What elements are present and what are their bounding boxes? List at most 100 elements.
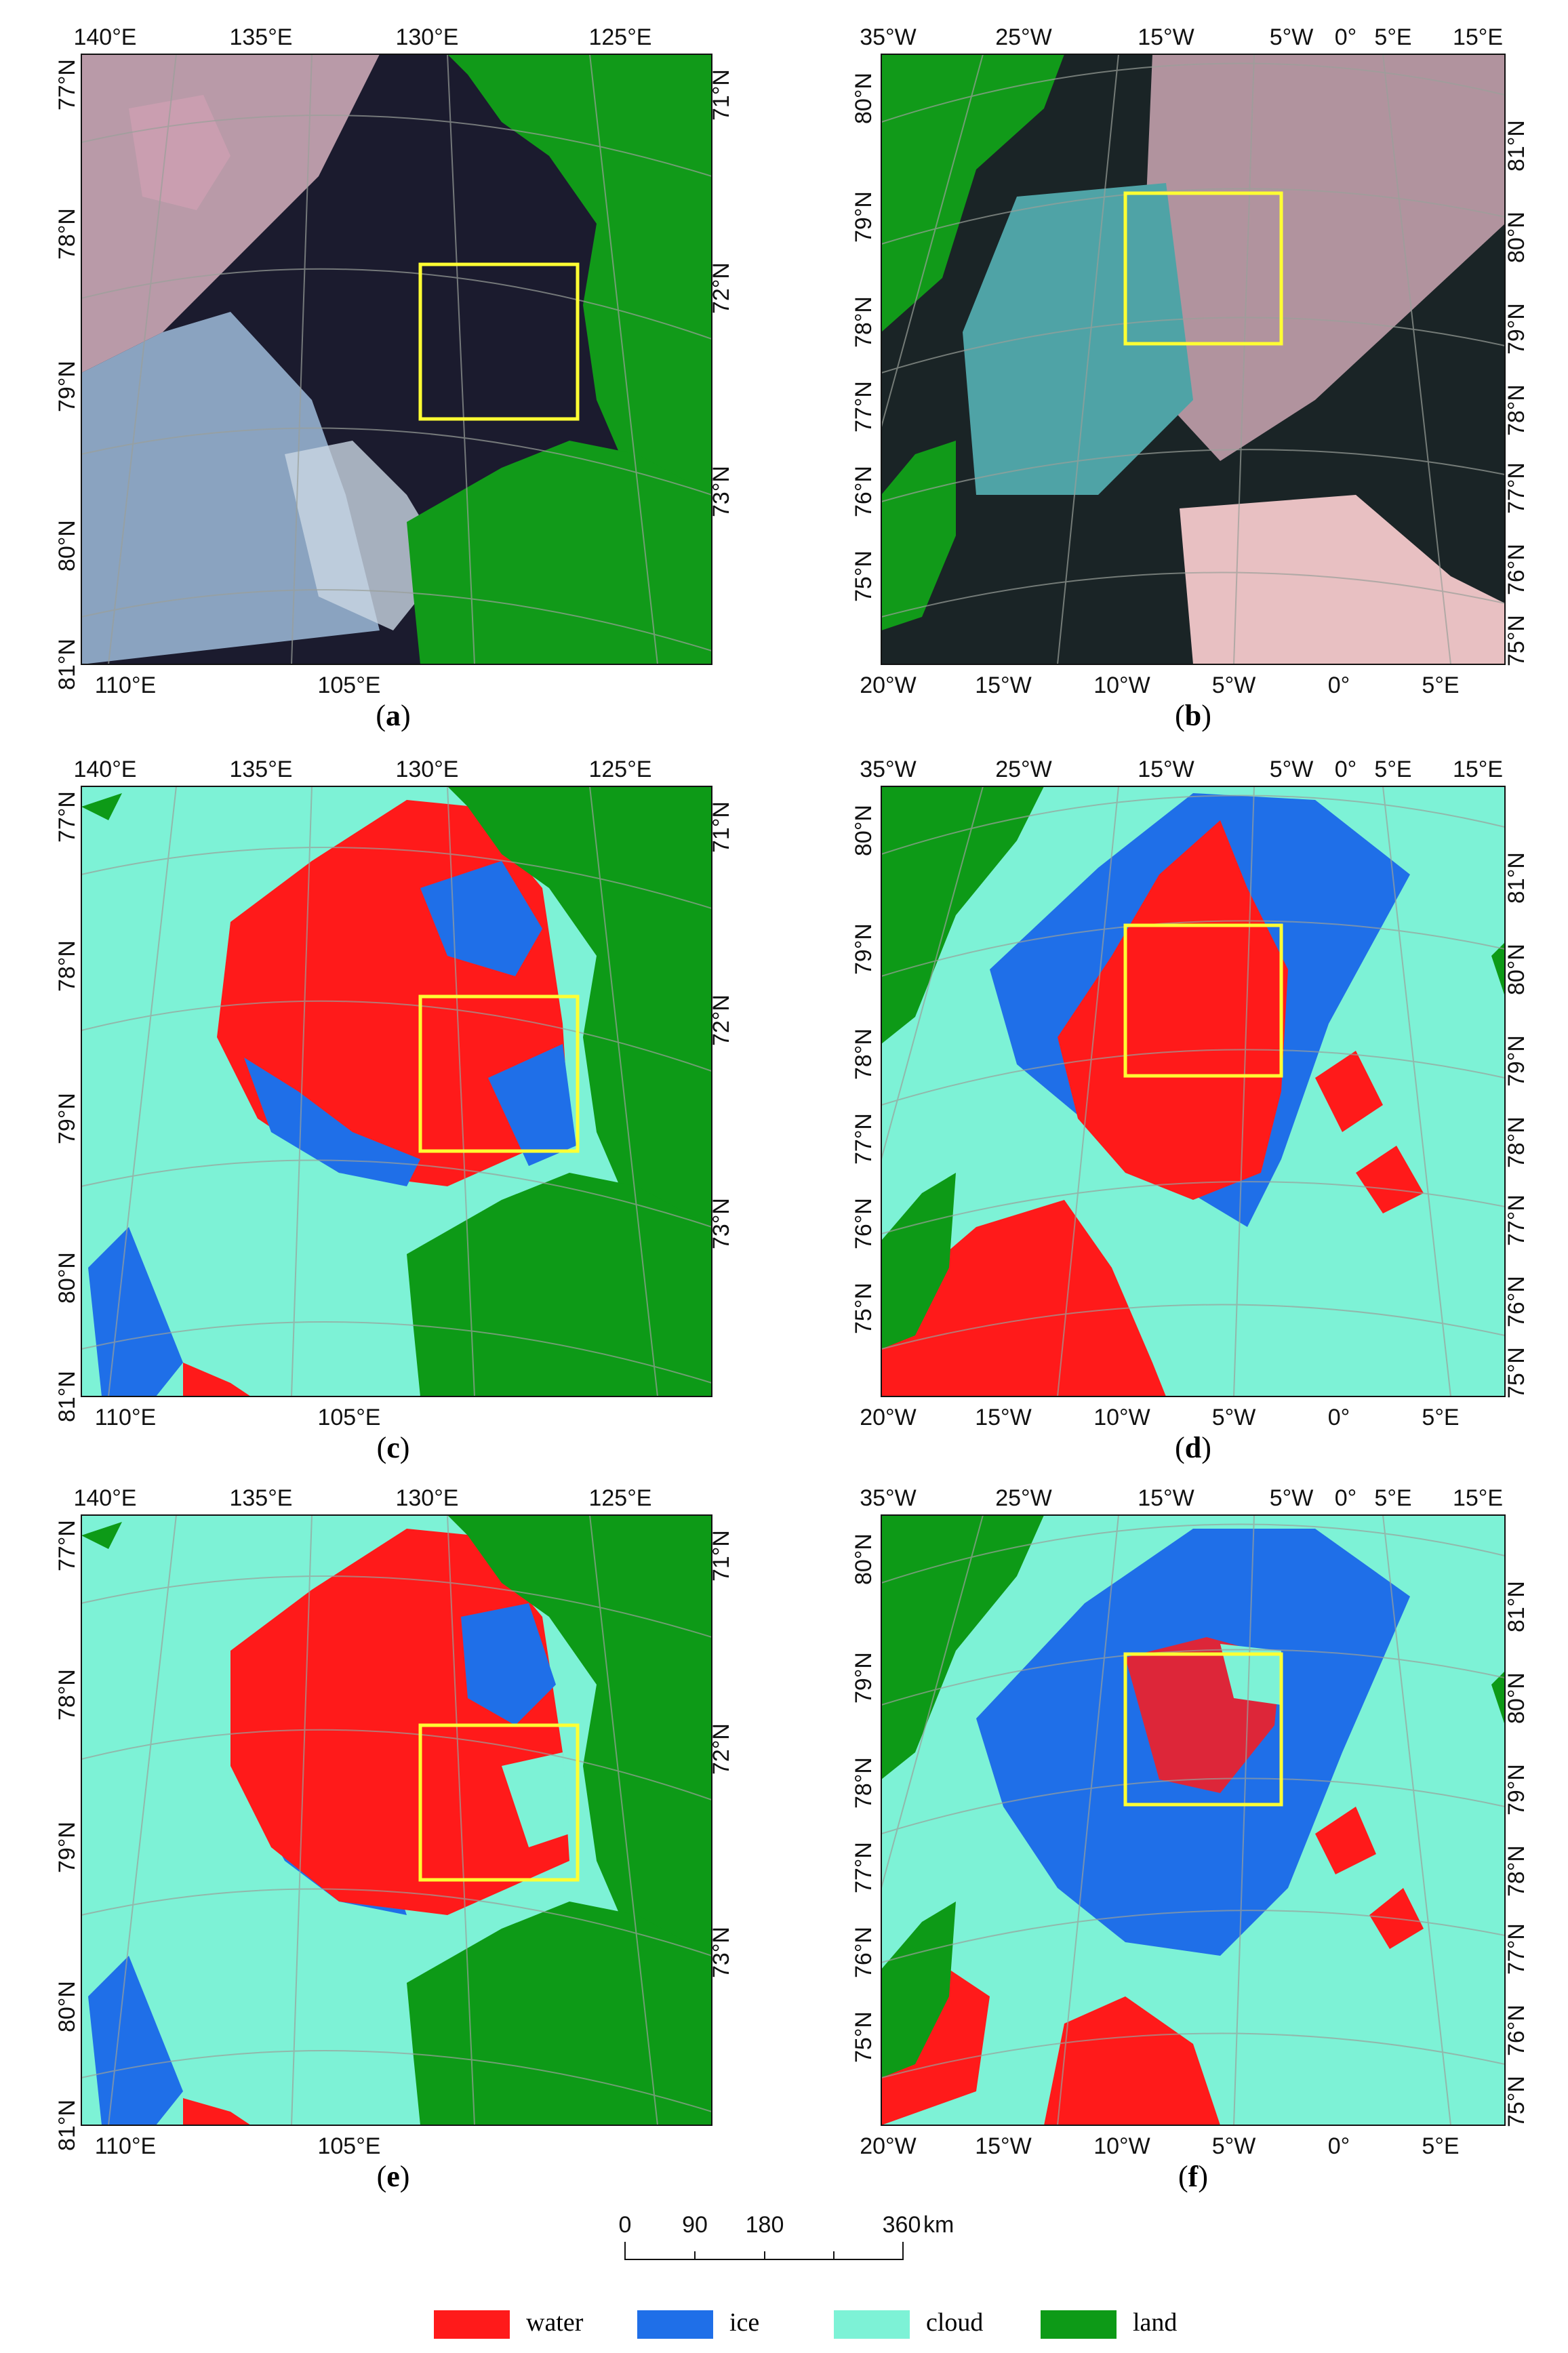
map-b-svg: 35°W 25°W 15°W 5°W 0° 5°E 15°E 20°W 15°W… bbox=[851, 24, 1529, 698]
top-tick: 130°E bbox=[395, 757, 458, 782]
map-panel-f: 35°W 25°W 15°W 5°W 0° 5°E 15°E 20°W 15°W… bbox=[841, 1481, 1529, 2213]
map-panel-e: 140°E 135°E 130°E 125°E 110°E 105°E 77°N… bbox=[27, 1481, 734, 2213]
left-tick: 77°N bbox=[54, 1520, 80, 1571]
left-tick: 79°N bbox=[851, 191, 877, 243]
bottom-tick: 110°E bbox=[95, 1405, 156, 1430]
legend-swatch-cloud bbox=[834, 2310, 910, 2339]
legend-label: land bbox=[1133, 2308, 1178, 2337]
top-tick: 130°E bbox=[395, 24, 458, 50]
top-tick: 35°W bbox=[860, 1485, 917, 1511]
top-tick: 0° bbox=[1335, 1485, 1357, 1511]
top-tick: 5°W bbox=[1270, 24, 1314, 50]
bottom-tick: 110°E bbox=[95, 672, 156, 698]
left-tick: 81°N bbox=[54, 1371, 80, 1422]
right-tick: 71°N bbox=[708, 69, 734, 121]
top-tick: 140°E bbox=[73, 1485, 136, 1511]
bottom-tick: 5°W bbox=[1212, 1405, 1256, 1430]
right-tick: 81°N bbox=[1504, 120, 1529, 172]
bottom-tick: 15°W bbox=[975, 2133, 1032, 2159]
map-panel-d: 35°W 25°W 15°W 5°W 0° 5°E 15°E 20°W 15°W… bbox=[841, 752, 1529, 1485]
top-tick: 0° bbox=[1335, 24, 1357, 50]
top-tick: 125°E bbox=[588, 757, 651, 782]
left-tick: 76°N bbox=[851, 466, 877, 517]
top-tick: 135°E bbox=[229, 757, 292, 782]
bottom-tick: 0° bbox=[1328, 2133, 1350, 2159]
map-e-svg: 140°E 135°E 130°E 125°E 110°E 105°E 77°N… bbox=[54, 1485, 734, 2159]
top-tick: 130°E bbox=[395, 1485, 458, 1511]
left-tick: 78°N bbox=[54, 1669, 80, 1721]
top-tick: 5°E bbox=[1374, 757, 1411, 782]
bottom-tick: 0° bbox=[1328, 1405, 1350, 1430]
right-tick: 79°N bbox=[1504, 303, 1529, 355]
right-tick: 76°N bbox=[1504, 2005, 1529, 2056]
right-tick: 72°N bbox=[708, 262, 734, 314]
left-tick: 78°N bbox=[851, 296, 877, 348]
top-tick: 25°W bbox=[995, 757, 1052, 782]
bottom-tick: 5°W bbox=[1212, 2133, 1256, 2159]
bottom-tick: 20°W bbox=[860, 672, 917, 698]
right-tick: 79°N bbox=[1504, 1035, 1529, 1087]
panel-caption: (b) bbox=[1175, 699, 1211, 732]
study-area-box bbox=[1123, 923, 1283, 1078]
panel-caption: (d) bbox=[1175, 1431, 1211, 1464]
right-tick: 77°N bbox=[1504, 1923, 1529, 1975]
map-panel-b: 35°W 25°W 15°W 5°W 0° 5°E 15°E 20°W 15°W… bbox=[841, 20, 1529, 752]
top-tick: 15°E bbox=[1453, 757, 1503, 782]
bottom-tick: 105°E bbox=[317, 2133, 380, 2159]
left-tick: 80°N bbox=[54, 1981, 80, 2032]
right-tick: 78°N bbox=[1504, 1845, 1529, 1897]
scale-tick-label: 180 bbox=[746, 2212, 784, 2238]
left-tick: 81°N bbox=[54, 2099, 80, 2151]
right-tick: 77°N bbox=[1504, 462, 1529, 514]
panel-caption: (e) bbox=[376, 2160, 410, 2193]
right-tick: 81°N bbox=[1504, 1581, 1529, 1632]
left-tick: 78°N bbox=[851, 1757, 877, 1809]
right-tick: 80°N bbox=[1504, 212, 1529, 263]
map-panel-a: 140°E 135°E 130°E 125°E 110°E 105°E 77°N… bbox=[27, 20, 734, 752]
map-f-svg: 35°W 25°W 15°W 5°W 0° 5°E 15°E 20°W 15°W… bbox=[851, 1485, 1529, 2159]
legend-swatch-land bbox=[1041, 2310, 1117, 2339]
left-tick: 75°N bbox=[851, 1283, 877, 1334]
map-a-svg: 140°E 135°E 130°E 125°E 110°E 105°E 77°N… bbox=[54, 24, 734, 698]
left-tick: 79°N bbox=[851, 923, 877, 975]
bottom-tick: 10°W bbox=[1093, 2133, 1150, 2159]
bottom-tick: 5°W bbox=[1212, 672, 1256, 698]
left-tick: 78°N bbox=[54, 940, 80, 992]
left-tick: 77°N bbox=[851, 381, 877, 433]
left-tick: 79°N bbox=[851, 1652, 877, 1704]
left-tick: 76°N bbox=[851, 1927, 877, 1978]
right-tick: 76°N bbox=[1504, 1276, 1529, 1327]
bottom-tick: 10°W bbox=[1093, 1405, 1150, 1430]
right-tick: 76°N bbox=[1504, 544, 1529, 595]
left-tick: 78°N bbox=[54, 208, 80, 260]
study-area-box bbox=[1123, 191, 1283, 346]
top-tick: 140°E bbox=[73, 757, 136, 782]
legend-label: ice bbox=[729, 2308, 760, 2337]
top-tick: 25°W bbox=[995, 1485, 1052, 1511]
legend: water ice cloud land bbox=[434, 2305, 1247, 2346]
map-c-svg: 140°E 135°E 130°E 125°E 110°E 105°E 77°N… bbox=[54, 757, 734, 1430]
top-tick: 5°W bbox=[1270, 757, 1314, 782]
bottom-tick: 20°W bbox=[860, 2133, 917, 2159]
right-tick: 72°N bbox=[708, 994, 734, 1046]
right-tick: 71°N bbox=[708, 801, 734, 853]
top-tick: 135°E bbox=[229, 1485, 292, 1511]
scale-tick-label: 360 bbox=[883, 2212, 921, 2238]
left-tick: 79°N bbox=[54, 1093, 80, 1144]
scale-bar-svg: 0 90 180 360 km bbox=[619, 2212, 954, 2260]
left-tick: 79°N bbox=[54, 1822, 80, 1873]
top-tick: 135°E bbox=[229, 24, 292, 50]
legend-label: cloud bbox=[926, 2308, 984, 2337]
right-tick: 81°N bbox=[1504, 852, 1529, 904]
top-tick: 35°W bbox=[860, 757, 917, 782]
left-tick: 76°N bbox=[851, 1198, 877, 1249]
map-panel-c: 140°E 135°E 130°E 125°E 110°E 105°E 77°N… bbox=[27, 752, 734, 1485]
bottom-tick: 105°E bbox=[317, 672, 380, 698]
right-tick: 75°N bbox=[1504, 1347, 1529, 1399]
left-tick: 75°N bbox=[851, 550, 877, 602]
top-tick: 0° bbox=[1335, 757, 1357, 782]
top-tick: 15°E bbox=[1453, 1485, 1503, 1511]
right-tick: 75°N bbox=[1504, 615, 1529, 666]
left-tick: 80°N bbox=[851, 73, 877, 124]
left-tick: 80°N bbox=[851, 1533, 877, 1585]
